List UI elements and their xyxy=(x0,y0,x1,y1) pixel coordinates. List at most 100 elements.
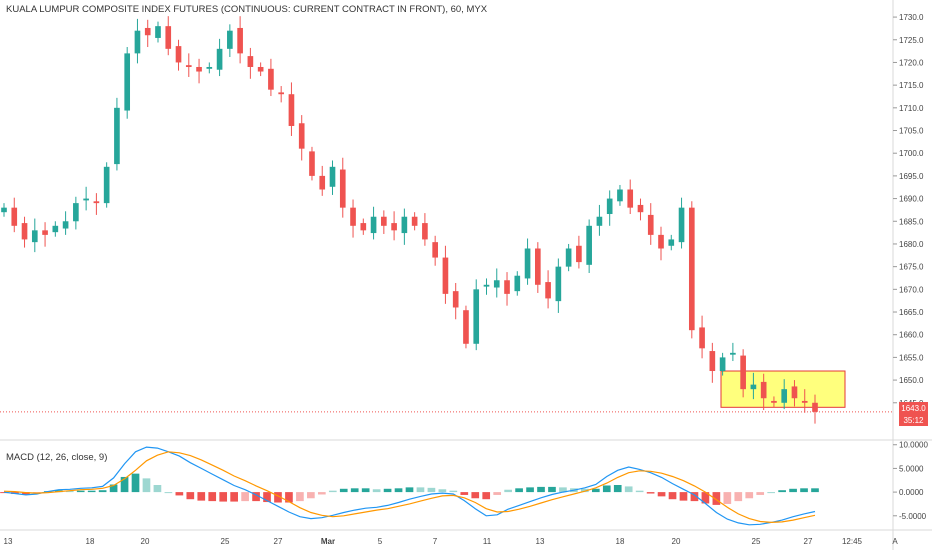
time-tick-label: 11 xyxy=(483,537,492,546)
candle-body xyxy=(196,66,202,72)
macd-histogram-bar xyxy=(252,492,260,502)
candle-body xyxy=(268,68,274,90)
candle-body xyxy=(319,175,326,190)
candle-body xyxy=(658,234,664,249)
macd-tick-label: -5.0000 xyxy=(899,512,927,521)
candle-body xyxy=(155,26,161,38)
candle-body xyxy=(534,248,541,285)
candle-body xyxy=(452,291,459,308)
macd-tick-label: 5.0000 xyxy=(899,464,924,473)
candle-body xyxy=(73,203,79,222)
macd-histogram-bar xyxy=(153,485,162,493)
candle-body xyxy=(62,221,69,229)
candle-body xyxy=(206,66,213,69)
macd-histogram-bar xyxy=(76,490,85,493)
macd-histogram-bar xyxy=(317,492,326,495)
macd-tick-label: 0.0000 xyxy=(899,488,924,497)
macd-histogram-bar xyxy=(712,492,721,505)
macd-histogram-bar xyxy=(789,488,797,493)
price-tick-label: 1700.0 xyxy=(899,149,924,158)
candle-body xyxy=(524,248,531,279)
macd-histogram xyxy=(0,473,819,505)
macd-histogram-bar xyxy=(427,487,436,493)
time-tick-label: 7 xyxy=(433,537,438,546)
price-tick-label: 1725.0 xyxy=(899,36,924,45)
macd-histogram-bar xyxy=(263,492,271,503)
macd-histogram-bar xyxy=(624,486,633,493)
macd-histogram-bar xyxy=(350,488,359,493)
candle-body xyxy=(247,56,254,67)
time-tick-label: 5 xyxy=(378,537,383,546)
price-tick-label: 1685.0 xyxy=(899,217,924,226)
candle-body xyxy=(134,30,141,54)
macd-histogram-bar xyxy=(745,492,754,499)
last-price-badge-bg xyxy=(899,402,928,414)
macd-histogram-bar xyxy=(526,487,534,493)
time-tick-label: Mar xyxy=(321,537,335,546)
macd-histogram-bar xyxy=(416,487,425,493)
time-tick-label: 25 xyxy=(752,537,761,546)
candle-body xyxy=(760,381,767,399)
candle-body xyxy=(103,166,110,204)
macd-histogram-bar xyxy=(87,490,96,493)
price-tick-label: 1670.0 xyxy=(899,285,924,294)
macd-histogram-bar xyxy=(241,492,249,502)
macd-histogram-bar xyxy=(515,488,523,493)
candle-body xyxy=(596,216,603,226)
macd-histogram-bar xyxy=(668,492,677,500)
candle-body xyxy=(411,216,418,226)
time-tick-label: 12:45 xyxy=(842,537,863,546)
candle-body xyxy=(370,216,377,234)
candle-body xyxy=(298,123,305,149)
macd-histogram-bar xyxy=(449,490,458,493)
candle-body xyxy=(740,355,746,390)
macd-histogram-bar xyxy=(504,489,512,493)
macd-histogram-bar xyxy=(22,492,30,495)
signal-line xyxy=(3,451,816,524)
macd-histogram-bar xyxy=(548,486,556,493)
macd-histogram-bar xyxy=(394,488,403,493)
macd-histogram-bar xyxy=(602,485,611,493)
candle-body xyxy=(144,27,151,36)
candle-body xyxy=(576,245,582,263)
candle-body xyxy=(237,27,243,54)
price-tick-label: 1655.0 xyxy=(899,353,924,362)
candle-body xyxy=(812,402,818,412)
macd-line xyxy=(3,446,816,526)
candle-body xyxy=(555,266,562,302)
macd-histogram-bar xyxy=(767,492,775,494)
macd-histogram-bar xyxy=(811,488,819,493)
macd-histogram-bar xyxy=(559,487,567,493)
candle-body xyxy=(565,248,572,267)
candle-body xyxy=(463,310,469,344)
macd-histogram-bar xyxy=(328,490,337,493)
candle-body xyxy=(709,351,716,372)
price-tick-label: 1730.0 xyxy=(899,13,924,22)
candle-body xyxy=(42,230,48,235)
macd-histogram-bar xyxy=(679,492,688,501)
time-tick-label: 13 xyxy=(4,537,13,546)
candle-body xyxy=(514,275,521,292)
candle-body xyxy=(381,216,387,226)
macd-histogram-bar xyxy=(274,492,282,503)
time-tick-label: 27 xyxy=(274,537,283,546)
candle-body xyxy=(504,280,510,294)
price-tick-label: 1680.0 xyxy=(899,240,924,249)
countdown-badge: 35:12 xyxy=(903,416,924,425)
macd-histogram-bar xyxy=(613,485,622,493)
macd-histogram-bar xyxy=(372,489,381,493)
price-tick-label: 1695.0 xyxy=(899,172,924,181)
candle-body xyxy=(227,30,233,49)
macd-histogram-bar xyxy=(98,490,107,493)
macd-histogram-bar xyxy=(208,492,217,502)
macd-histogram-bar xyxy=(460,492,469,495)
macd-histogram-bar xyxy=(635,490,644,493)
candle-body xyxy=(339,169,346,208)
candle-body xyxy=(586,225,592,265)
candle-body xyxy=(93,201,100,204)
candle-body xyxy=(1,207,7,213)
macd-histogram-bar xyxy=(186,492,195,500)
time-tick-label: 20 xyxy=(141,537,150,546)
